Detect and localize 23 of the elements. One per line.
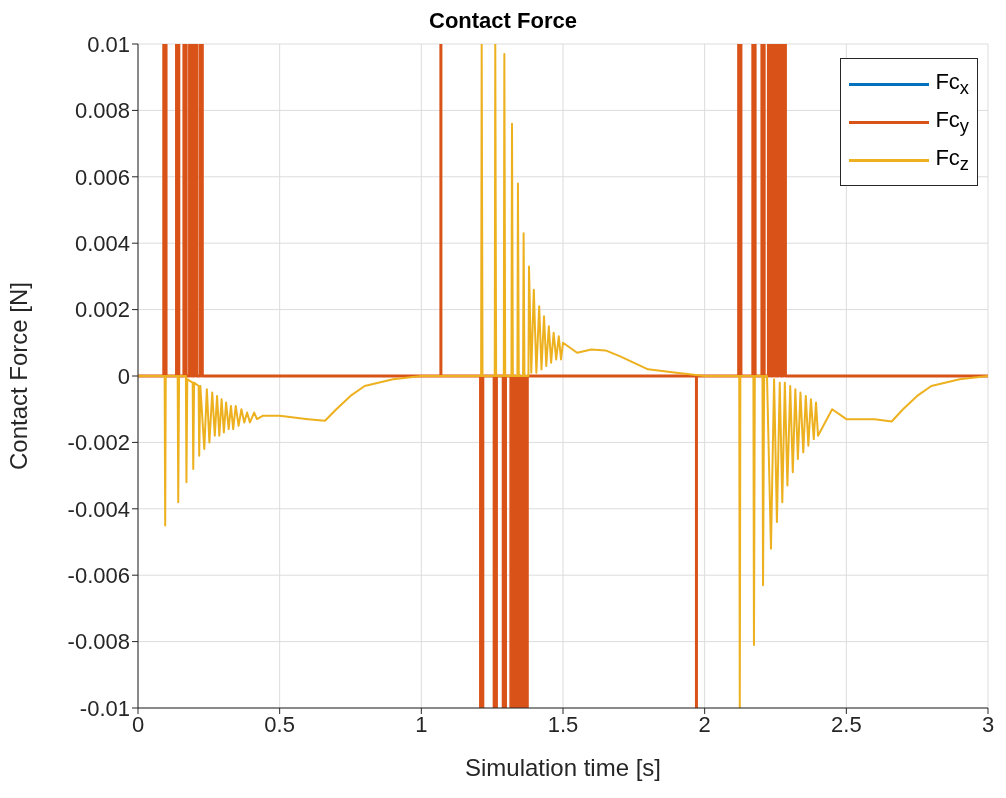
legend-label: Fc$_{z}$ [935,144,969,176]
y-tick-label: -0.008 [67,629,130,655]
y-tick-label: 0.006 [74,164,130,190]
x-tick-label: 2.5 [831,711,862,737]
legend-label: Fc$_{y}$ [935,106,969,138]
y-tick-label: -0.002 [67,430,130,456]
y-tick-label: 0.01 [87,31,130,57]
y-tick-label: -0.004 [67,496,130,522]
y-tick-label: -0.01 [79,695,130,721]
x-tick-label: 1 [415,711,428,737]
x-tick-label: 3 [981,711,995,737]
y-tick-label: 0.004 [74,231,130,257]
y-tick-label: 0 [117,363,130,389]
y-axis-title: Contact Force [N] [4,281,32,471]
y-tick-label: 0.008 [74,98,130,124]
x-tick-label: 1.5 [547,711,579,737]
chart-title: Contact Force [429,8,577,33]
legend-label: Fc$_{x}$ [935,68,969,100]
x-axis-title: Simulation time [s] [464,754,662,781]
y-tick-label: 0.002 [74,297,130,323]
x-tick-label: 2 [698,711,711,737]
x-tick-label: 0.5 [264,711,295,737]
y-tick-label: -0.006 [67,563,130,589]
